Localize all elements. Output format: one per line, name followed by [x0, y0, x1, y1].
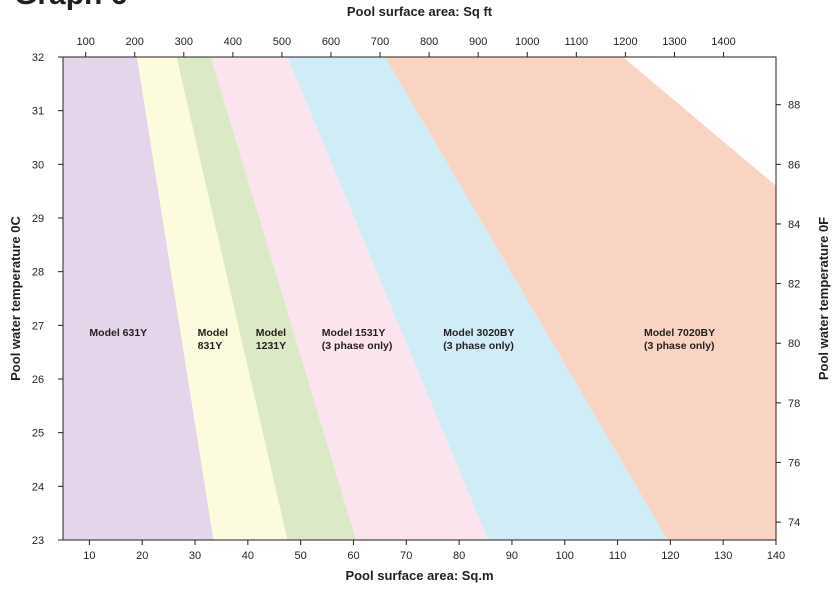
- x-top-tick-label: 300: [175, 36, 193, 48]
- x-bottom-tick-label: 40: [242, 550, 254, 562]
- model-label-line: Model 631Y: [89, 327, 147, 339]
- bottom-axis-title: Pool surface area: Sq.m: [345, 568, 493, 583]
- model-label-3: Model 1231Y: [256, 327, 286, 352]
- x-top-tick-label: 600: [322, 36, 340, 48]
- model-regions: [63, 57, 776, 540]
- x-bottom-tick-label: 120: [661, 550, 679, 562]
- model-label-4: Model 1531Y (3 phase only): [322, 327, 393, 352]
- x-bottom-tick-label: 130: [714, 550, 732, 562]
- plot-frame: [62, 56, 777, 541]
- graph-title: Graph 6: [14, 0, 127, 11]
- top-axis-title: Pool surface area: Sq ft: [347, 4, 493, 19]
- right-axis-title: Pool water temperature 0F: [816, 217, 831, 380]
- model-label-1: Model 631Y: [89, 327, 147, 339]
- model-region-1: [63, 57, 214, 540]
- x-top-tick-label: 900: [469, 36, 487, 48]
- model-label-6: Model 7020BY (3 phase only): [644, 327, 715, 352]
- model-label-line: Model: [198, 327, 228, 339]
- x-bottom-tick-label: 30: [189, 550, 201, 562]
- x-top-tick-label: 400: [224, 36, 242, 48]
- model-label-line: Model 1531Y: [322, 327, 386, 339]
- x-bottom-tick-label: 100: [556, 550, 574, 562]
- model-region-3: [176, 57, 357, 540]
- x-bottom-tick-label: 80: [453, 550, 465, 562]
- axes: 10 20 30 40 50 60 70 80 90 100 110 120 130 140 100 200 3…: [32, 36, 800, 562]
- x-bottom-tick-label: 50: [295, 550, 307, 562]
- y-left-tick-label: 26: [32, 374, 44, 386]
- model-label-line: (3 phase only): [443, 340, 514, 352]
- y-left-tick-label: 30: [32, 159, 44, 171]
- model-label-line: Model: [256, 327, 286, 339]
- y-right-tick-label: 88: [788, 100, 800, 112]
- x-top-tick-label: 100: [76, 36, 94, 48]
- x-bottom-tick-label: 10: [83, 550, 95, 562]
- y-left-tick-label: 31: [32, 106, 44, 118]
- x-top-tick-label: 1400: [711, 36, 735, 48]
- model-label-line: 1231Y: [256, 340, 286, 352]
- x-top-tick-label: 700: [371, 36, 389, 48]
- model-label-line: 831Y: [198, 340, 223, 352]
- model-label-line: (3 phase only): [644, 340, 715, 352]
- y-right-tick-label: 80: [788, 338, 800, 350]
- x-top-tick-label: 200: [126, 36, 144, 48]
- x-top-tick-label: 1100: [564, 36, 588, 48]
- x-bottom-tick-label: 90: [506, 550, 518, 562]
- x-top-tick-label: 800: [420, 36, 438, 48]
- x-bottom-tick-label: 20: [136, 550, 148, 562]
- y-right-tick-label: 86: [788, 159, 800, 171]
- model-region-2: [136, 57, 288, 540]
- y-right-tick-label: 76: [788, 457, 800, 469]
- y-right-tick-label: 84: [788, 219, 800, 231]
- y-left-tick-label: 23: [32, 535, 44, 547]
- x-bottom-tick-label: 110: [609, 550, 627, 562]
- x-top-tick-label: 500: [273, 36, 291, 48]
- model-region-5: [287, 57, 668, 540]
- x-top-tick-label: 1300: [662, 36, 686, 48]
- y-right-tick-label: 78: [788, 398, 800, 410]
- y-right-tick-label: 74: [788, 517, 800, 529]
- y-left-tick-label: 29: [32, 213, 44, 225]
- y-left-tick-label: 24: [32, 481, 44, 493]
- model-label-5: Model 3020BY (3 phase only): [443, 327, 514, 352]
- model-label-line: Model 3020BY: [443, 327, 514, 339]
- y-left-tick-label: 28: [32, 267, 44, 279]
- x-bottom-tick-label: 60: [347, 550, 359, 562]
- model-region-6: [385, 57, 776, 540]
- model-label-line: (3 phase only): [322, 340, 393, 352]
- x-top-tick-label: 1000: [515, 36, 539, 48]
- x-bottom-tick-label: 70: [400, 550, 412, 562]
- y-left-tick-label: 25: [32, 428, 44, 440]
- y-right-tick-label: 82: [788, 279, 800, 291]
- model-region-4: [210, 57, 489, 540]
- model-label-2: Model 831Y: [198, 327, 228, 352]
- y-left-tick-label: 32: [32, 52, 44, 64]
- left-axis-title: Pool water temperature 0C: [8, 216, 23, 381]
- x-top-tick-label: 1200: [613, 36, 637, 48]
- model-label-line: Model 7020BY: [644, 327, 715, 339]
- x-bottom-tick-label: 140: [767, 550, 785, 562]
- y-left-tick-label: 27: [32, 320, 44, 332]
